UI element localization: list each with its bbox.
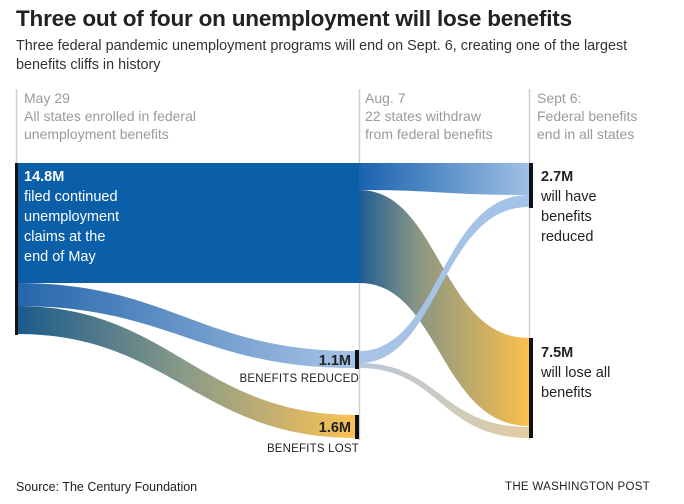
flow-may-to-reduced [17,283,355,368]
flow-aug-reduced-to-reduced [359,195,529,363]
node-label-sep-reduced-3: reduced [541,229,593,245]
publisher-credit: THE WASHINGTON POST [505,481,650,493]
stage-label-aug: Aug. 7 [365,90,406,106]
node-label-may-4: end of May [24,249,96,265]
node-value-sep-reduced: 2.7M [541,169,573,185]
node-bar-sep-lost [529,338,533,438]
flow-aug-reduced-to-lost [359,363,529,438]
node-label-sep-reduced-1: will have [540,189,597,205]
node-label-aug-lost: BENEFITS LOST [267,443,359,455]
stage-label-may: May 29 [24,90,70,106]
flow-aug-main-to-reduced [359,163,529,195]
node-value-sep-lost: 7.5M [541,345,573,361]
stage-desc-aug-1: 22 states withdraw [365,108,482,124]
flow-aug-main-to-lost [359,190,529,426]
node-label-may-2: unemployment [24,209,119,225]
source-note: Source: The Century Foundation [16,480,198,494]
node-label-may-3: claims at the [24,229,105,245]
chart-title: Three out of four on unemployment will l… [16,6,572,31]
node-bar-sep-reduced [529,163,533,208]
node-value-aug-lost: 1.6M [319,420,351,436]
flow-may-main [17,163,359,283]
node-value-aug-reduced: 1.1M [319,353,351,369]
stage-desc-aug-2: from federal benefits [365,126,493,142]
stage-label-sep: Sept 6: [537,90,581,106]
node-label-may-1: filed continued [24,189,118,205]
node-bar-aug-reduced [355,350,359,369]
node-bar-aug-lost [355,415,359,439]
chart-subtitle: Three federal pandemic unemployment prog… [16,38,628,73]
node-value-may: 14.8M [24,169,64,185]
stage-desc-sep-2: end in all states [537,126,634,142]
stage-desc-may-1: All states enrolled in federal [24,108,196,124]
node-label-sep-reduced-2: benefits [541,209,592,225]
node-label-sep-lost-2: benefits [541,385,592,401]
flow-may-to-lost [17,306,355,438]
node-bar-may [15,163,18,335]
node-label-aug-reduced: BENEFITS REDUCED [240,373,360,385]
stage-desc-sep-1: Federal benefits [537,108,637,124]
stage-desc-may-2: unemployment benefits [24,126,169,142]
node-label-sep-lost-1: will lose all [540,365,610,381]
